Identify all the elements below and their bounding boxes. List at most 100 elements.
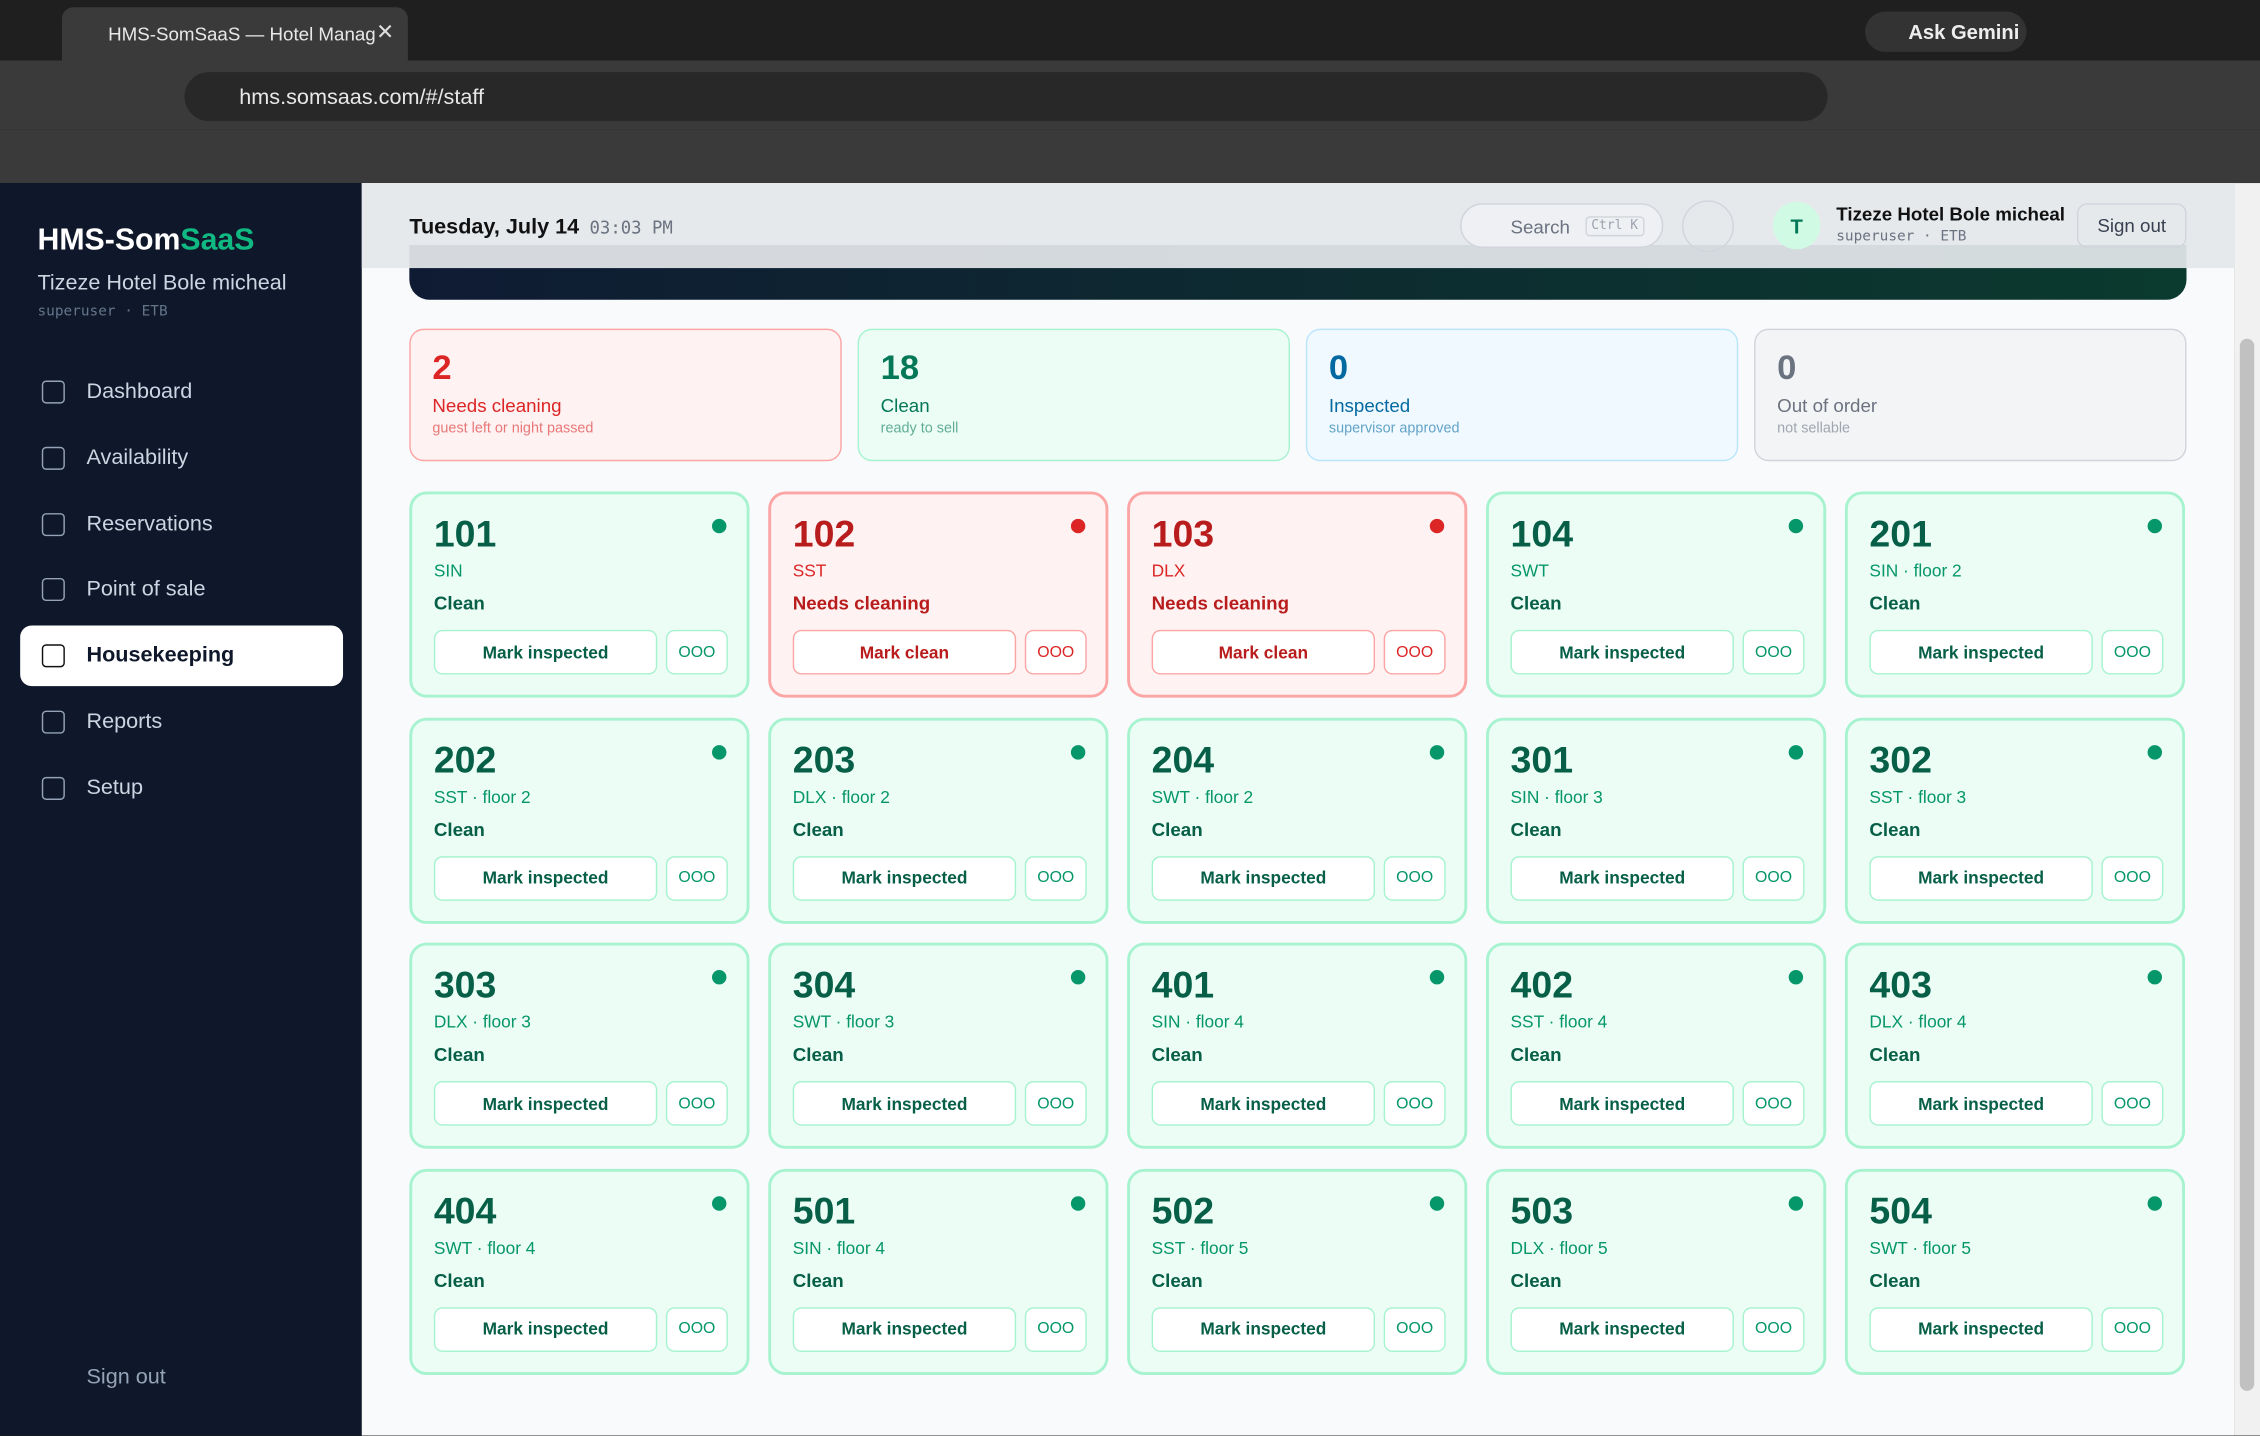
nav-item[interactable]: Housekeeping [20, 625, 344, 687]
room-status: Clean [1869, 1043, 1921, 1066]
nav-item[interactable]: Dashboard [20, 362, 343, 423]
ooo-button[interactable]: OOO [1024, 629, 1087, 675]
action-button[interactable]: Mark inspected [1151, 1306, 1376, 1352]
action-button[interactable]: Mark inspected [1510, 1080, 1734, 1126]
room-type: DLX · floor 5 [1510, 1237, 1608, 1258]
action-button[interactable]: Mark inspected [1510, 629, 1734, 675]
action-button[interactable]: Mark inspected [1151, 1080, 1376, 1126]
ooo-button[interactable]: OOO [1383, 1306, 1446, 1352]
room-status: Clean [433, 1043, 485, 1066]
nav-item[interactable]: Availability [20, 428, 343, 489]
search[interactable]: Search Ctrl K [1460, 203, 1664, 248]
action-button[interactable]: Mark inspected [1869, 1306, 2093, 1352]
room-number: 204 [1151, 737, 1215, 781]
sign-out[interactable]: Sign out [2076, 203, 2187, 248]
ooo-button[interactable]: OOO [1742, 1080, 1805, 1126]
room-type: SST · floor 5 [1151, 1237, 1249, 1258]
action-button[interactable]: Mark clean [1151, 629, 1376, 675]
nav-label: Housekeeping [86, 642, 235, 668]
ooo-button[interactable]: OOO [1742, 1306, 1805, 1352]
ooo-button[interactable]: OOO [1024, 1306, 1087, 1352]
nav-item[interactable]: Reports [20, 692, 343, 753]
date: Tuesday, July 14 [409, 214, 580, 240]
room-card: 402 SST · floor 4 Clean Mark inspected OOO [1486, 942, 1827, 1149]
ooo-button[interactable]: OOO [2101, 1080, 2164, 1126]
tab-close[interactable]: ✕ [376, 20, 395, 45]
room-number: 403 [1869, 962, 1932, 1007]
room-card: 502 SST · floor 5 Clean Mark inspected OOO [1127, 1168, 1468, 1375]
ooo-button[interactable]: OOO [2101, 855, 2164, 901]
room-number: 301 [1510, 737, 1574, 781]
ooo-button[interactable]: OOO [1742, 629, 1805, 675]
room-type: SWT · floor 3 [792, 1011, 895, 1032]
stat-sub: ready to sell [880, 420, 959, 437]
theme-toggle[interactable] [1682, 200, 1734, 253]
header: Tuesday, July 14 03:03 PM Search Ctrl K … [361, 183, 2235, 269]
action-button[interactable]: Mark inspected [1869, 855, 2093, 901]
action-button[interactable]: Mark inspected [792, 1080, 1017, 1126]
tab[interactable]: HMS-SomSaaS — Hotel Manag ✕ [61, 7, 408, 61]
room-type: SIN · floor 2 [1869, 560, 1962, 581]
action-button[interactable]: Mark inspected [1869, 629, 2093, 675]
room-card: 304 SWT · floor 3 Clean Mark inspected OOO [768, 942, 1109, 1149]
room-type: SWT · floor 5 [1869, 1237, 1971, 1258]
room-card: 503 DLX · floor 5 Clean Mark inspected OOO [1486, 1168, 1827, 1375]
status-dot [712, 970, 727, 985]
ooo-button[interactable]: OOO [1383, 855, 1446, 901]
ooo-button[interactable]: OOO [1383, 1080, 1446, 1126]
brand-b: SaaS [180, 223, 255, 257]
room-type: SIN [433, 560, 463, 581]
action-button[interactable]: Mark inspected [1869, 1080, 2093, 1126]
status-dot [1070, 1195, 1086, 1210]
room-status: Clean [1869, 1269, 1921, 1291]
room-type: DLX · floor 3 [433, 1011, 531, 1032]
room-type: DLX · floor 4 [1869, 1011, 1967, 1032]
scroll-thumb[interactable] [2239, 338, 2255, 1391]
nav-label: Setup [86, 775, 143, 800]
ooo-button[interactable]: OOO [1383, 629, 1446, 675]
status-dot [712, 518, 727, 534]
ooo-button[interactable]: OOO [665, 1080, 728, 1126]
room-number: 404 [433, 1188, 497, 1232]
action-button[interactable]: Mark inspected [433, 855, 658, 901]
ooo-button[interactable]: OOO [665, 855, 728, 901]
room-card: 103 DLX Needs cleaning Mark clean OOO [1127, 491, 1468, 698]
room-card: 403 DLX · floor 4 Clean Mark inspected OOO [1844, 942, 2186, 1149]
nav-item[interactable]: Reservations [20, 494, 343, 555]
ooo-button[interactable]: OOO [2101, 629, 2164, 675]
room-card: 301 SIN · floor 3 Clean Mark inspected OOO [1486, 717, 1827, 924]
status-dot [2147, 970, 2162, 985]
room-status: Needs cleaning [792, 592, 931, 615]
sidebar-sign-out[interactable]: Sign out [86, 1364, 166, 1390]
action-button[interactable]: Mark inspected [1151, 855, 1376, 901]
action-button[interactable]: Mark inspected [792, 855, 1017, 901]
status-dot [1788, 744, 1804, 759]
room-status: Clean [1510, 1269, 1562, 1291]
ooo-button[interactable]: OOO [665, 629, 728, 675]
gemini-button[interactable]: Ask Gemini [1865, 11, 2027, 52]
stat-label: Inspected [1328, 394, 1411, 417]
nav-item[interactable]: Point of sale [20, 559, 343, 620]
url: hms.somsaas.com/#/staff [239, 85, 484, 110]
ooo-button[interactable]: OOO [1024, 855, 1087, 901]
action-button[interactable]: Mark inspected [433, 1306, 658, 1352]
ooo-button[interactable]: OOO [2101, 1306, 2164, 1352]
status-dot [2147, 518, 2162, 534]
room-type: SIN · floor 3 [1510, 786, 1603, 807]
room-card: 303 DLX · floor 3 Clean Mark inspected OOO [409, 942, 750, 1149]
ooo-button[interactable]: OOO [1742, 855, 1805, 901]
address-bar[interactable]: hms.somsaas.com/#/staff [184, 72, 1828, 122]
ooo-button[interactable]: OOO [665, 1306, 728, 1352]
action-button[interactable]: Mark clean [792, 629, 1017, 675]
room-type: DLX · floor 2 [792, 786, 890, 807]
stat-label: Out of order [1777, 394, 1878, 417]
action-button[interactable]: Mark inspected [792, 1306, 1017, 1352]
action-button[interactable]: Mark inspected [433, 629, 658, 675]
nav-icon [41, 776, 65, 800]
ooo-button[interactable]: OOO [1024, 1080, 1087, 1126]
action-button[interactable]: Mark inspected [1510, 855, 1734, 901]
action-button[interactable]: Mark inspected [433, 1080, 658, 1126]
nav-item[interactable]: Setup [20, 758, 343, 819]
room-type: SIN · floor 4 [1151, 1011, 1244, 1032]
action-button[interactable]: Mark inspected [1510, 1306, 1734, 1352]
